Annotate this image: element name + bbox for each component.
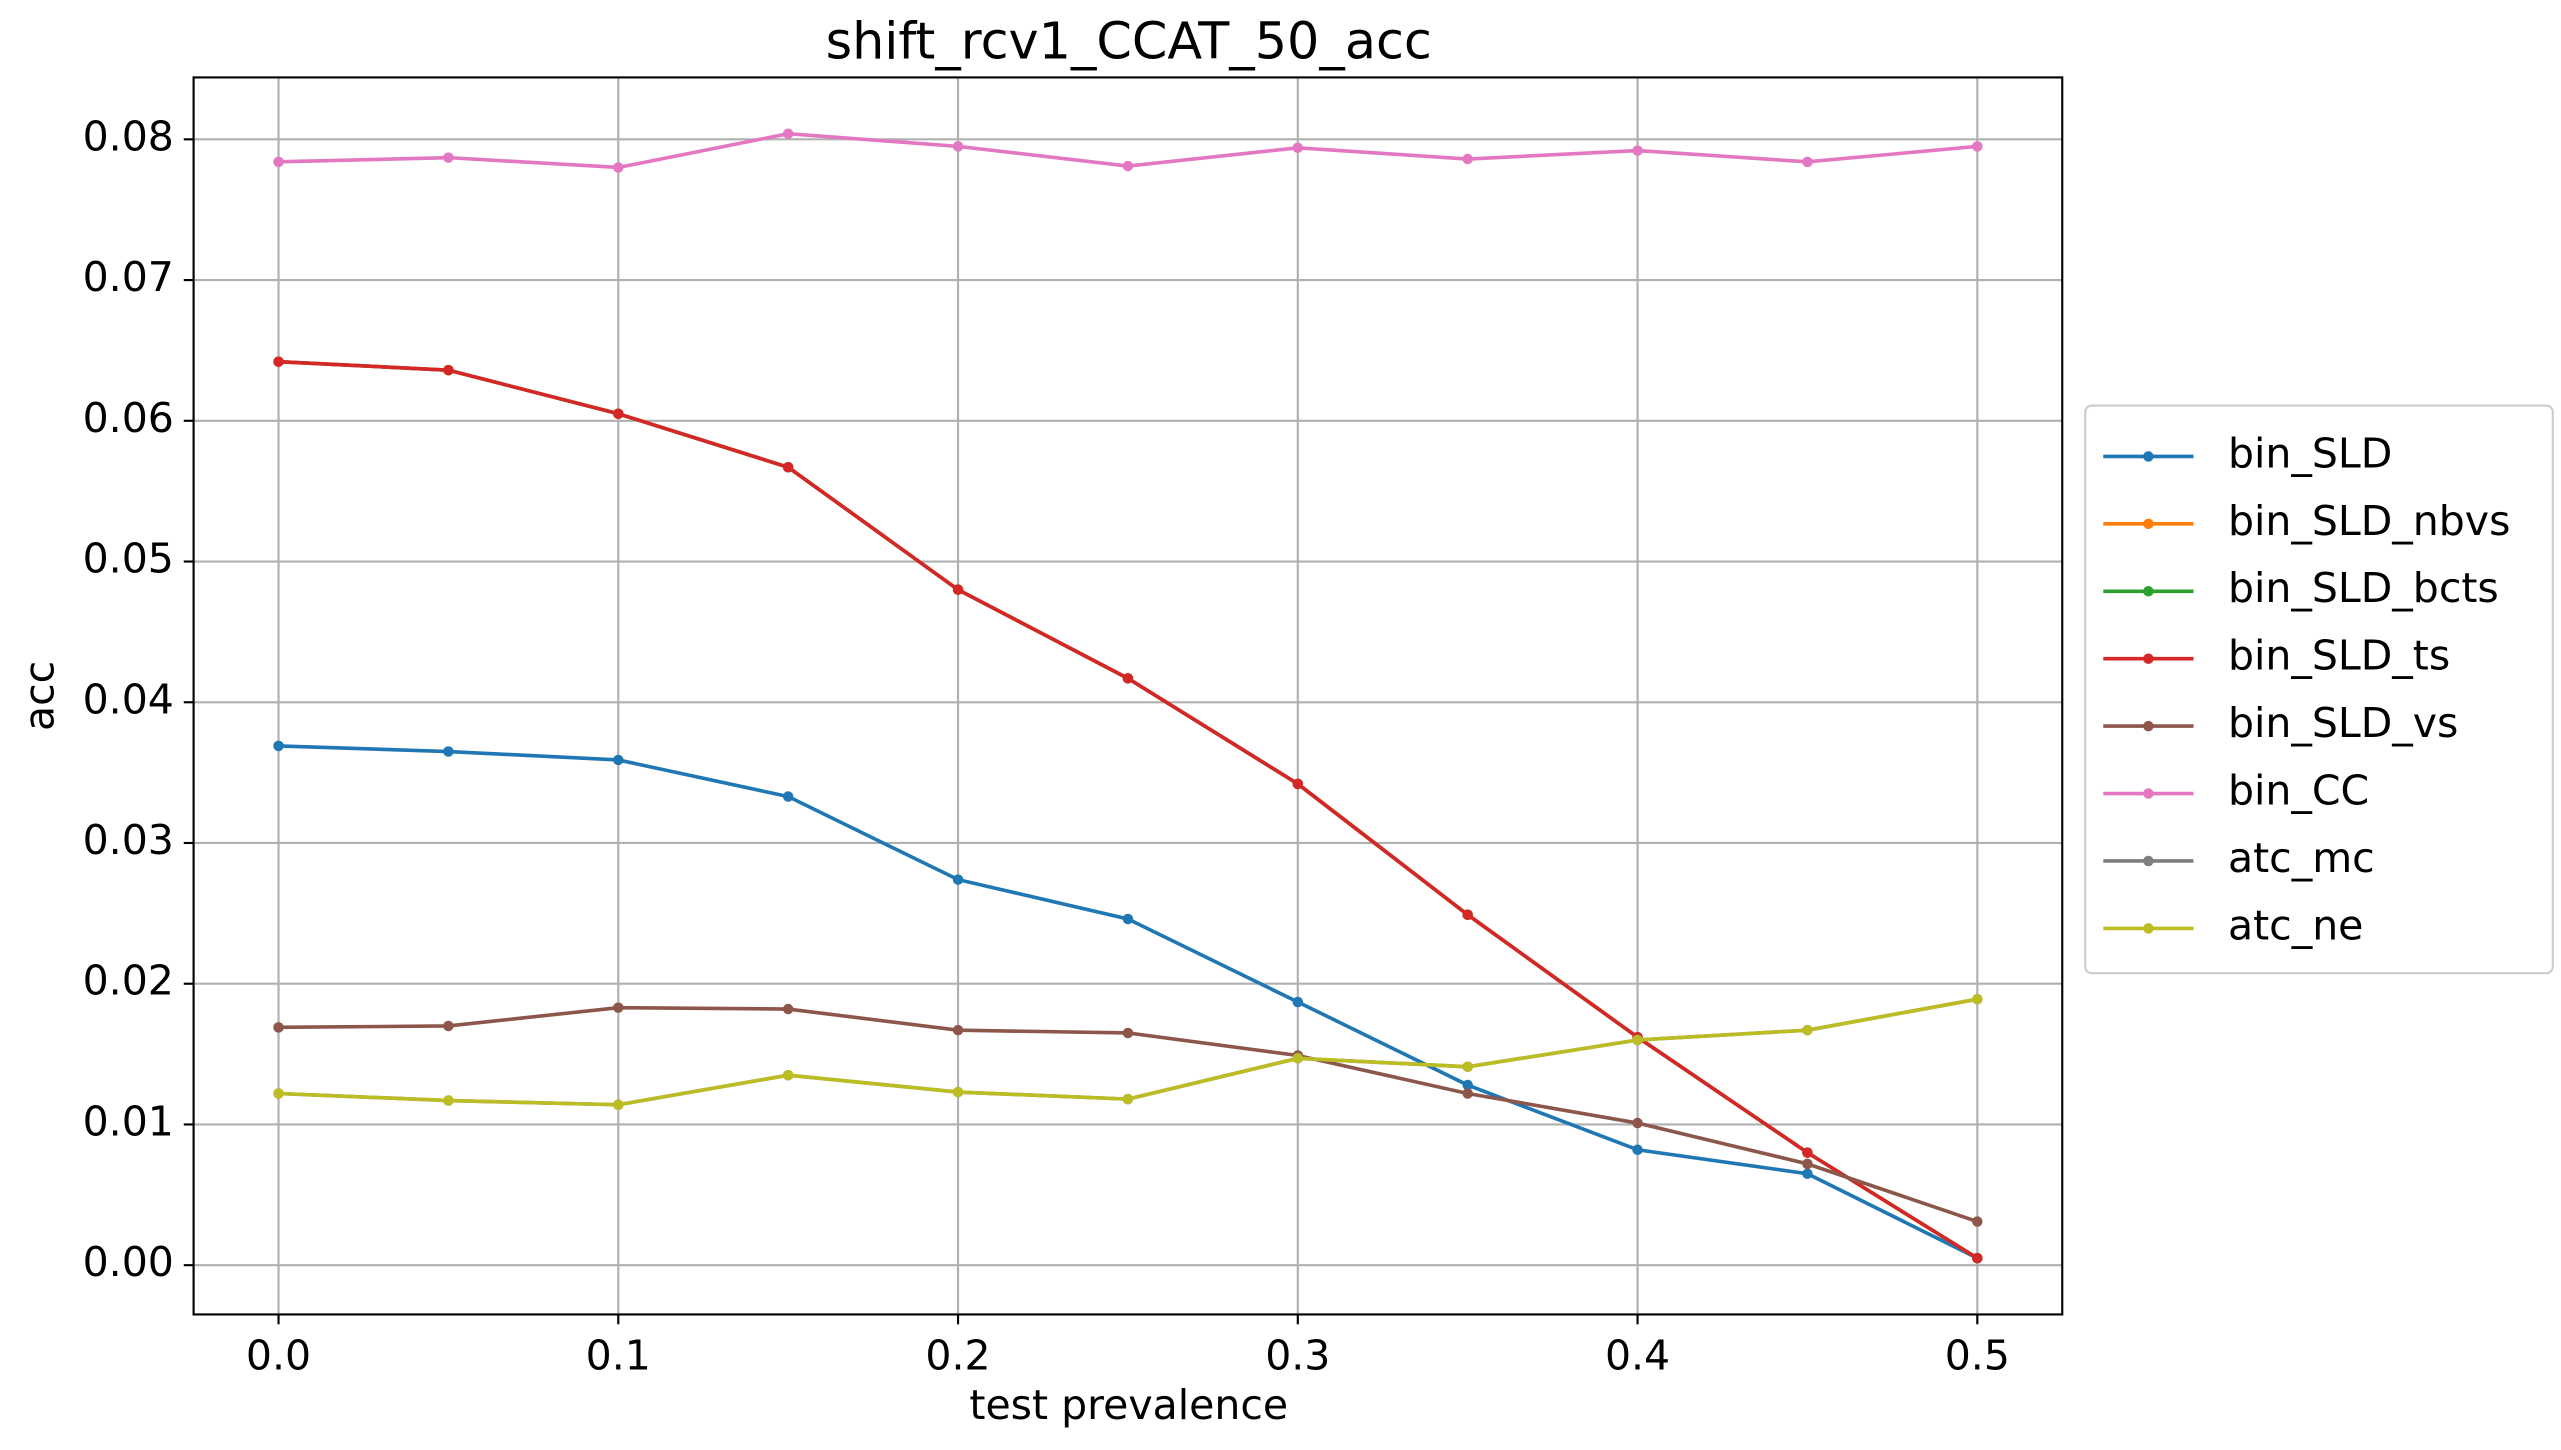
plot-frame <box>192 76 2064 1316</box>
point <box>1972 1252 1983 1264</box>
x-tick-label: 0.3 <box>1265 1332 1330 1380</box>
point <box>1292 778 1304 790</box>
point <box>782 128 794 139</box>
point <box>273 1088 284 1099</box>
y-tick-label: 0.02 <box>83 957 174 1005</box>
point <box>1292 142 1304 154</box>
point <box>1292 1053 1304 1064</box>
x-tick-label: 0.2 <box>925 1332 990 1380</box>
point <box>1632 1034 1643 1046</box>
point <box>782 1069 794 1081</box>
point <box>273 156 284 168</box>
point <box>443 1095 454 1106</box>
point <box>1632 1144 1643 1156</box>
y-tick-label: 0.04 <box>83 675 174 723</box>
point <box>443 746 454 757</box>
legend-marker <box>2143 451 2154 462</box>
point <box>1122 160 1134 172</box>
point <box>1802 1147 1813 1158</box>
y-tick-label: 0.05 <box>83 535 174 583</box>
point <box>1632 1117 1643 1129</box>
point <box>952 1024 964 1036</box>
legend-marker <box>2143 855 2154 867</box>
point <box>273 356 284 367</box>
legend-label: bin_SLD_ts <box>2228 632 2450 680</box>
legend-label: bin_CC <box>2228 767 2369 815</box>
point <box>613 1002 624 1013</box>
point <box>1122 913 1134 925</box>
point <box>443 1020 454 1032</box>
y-tick-label: 0.08 <box>83 112 174 160</box>
y-axis-label: acc <box>16 661 64 731</box>
point <box>1122 673 1134 684</box>
point <box>613 408 624 420</box>
point <box>1802 1168 1813 1179</box>
x-tick-label: 0.5 <box>1945 1332 2010 1380</box>
point <box>782 791 794 802</box>
legend-label: bin_SLD <box>2228 429 2392 477</box>
point <box>1462 1079 1473 1091</box>
point <box>1462 1088 1473 1099</box>
series-line <box>278 744 1979 1260</box>
legend-marker <box>2143 586 2154 597</box>
legend-marker <box>2143 720 2154 732</box>
point <box>952 584 964 595</box>
point <box>1462 909 1473 921</box>
point <box>1802 1158 1813 1170</box>
point <box>1292 996 1304 1008</box>
point <box>273 1022 284 1033</box>
point <box>1802 1024 1813 1036</box>
point <box>952 874 964 885</box>
point <box>952 1086 964 1098</box>
legend-label: bin_SLD_bcts <box>2228 564 2499 612</box>
legend-box <box>2084 404 2554 975</box>
point <box>1972 141 1983 152</box>
series-line <box>278 1005 1978 1224</box>
point <box>1972 1216 1983 1227</box>
legend-label: atc_mc <box>2228 834 2375 882</box>
point <box>613 1099 624 1111</box>
y-tick-label: 0.03 <box>83 816 174 864</box>
x-tick-label: 0.4 <box>1605 1332 1670 1380</box>
point <box>1122 1027 1134 1039</box>
y-tick-label: 0.06 <box>83 394 174 442</box>
y-tick-label: 0.00 <box>83 1238 174 1286</box>
point <box>1462 153 1473 165</box>
legend-label: bin_SLD_vs <box>2228 699 2458 747</box>
legend-marker <box>2143 923 2154 934</box>
point <box>1462 1061 1473 1073</box>
point <box>273 740 284 752</box>
chart-title: shift_rcv1_CCAT_50_acc <box>826 12 1432 71</box>
legend-marker <box>2143 788 2154 799</box>
y-tick-label: 0.07 <box>83 253 174 301</box>
legend-label: bin_SLD_nbvs <box>2228 497 2510 545</box>
x-tick-label: 0.1 <box>586 1332 651 1380</box>
y-tick-label: 0.01 <box>83 1097 174 1145</box>
point <box>1122 1093 1134 1105</box>
point <box>1632 145 1643 156</box>
point <box>1802 156 1813 168</box>
x-axis-label: test prevalence <box>969 1381 1288 1429</box>
point <box>613 754 624 766</box>
legend-marker <box>2143 653 2154 664</box>
legend-marker <box>2143 518 2154 530</box>
point <box>1972 993 1983 1005</box>
legend-label: atc_ne <box>2228 901 2363 949</box>
point <box>443 364 454 376</box>
x-tick-label: 0.0 <box>246 1332 311 1380</box>
point <box>782 1003 794 1015</box>
point <box>613 162 624 173</box>
point <box>443 152 454 163</box>
point <box>782 461 794 473</box>
point <box>952 141 964 152</box>
